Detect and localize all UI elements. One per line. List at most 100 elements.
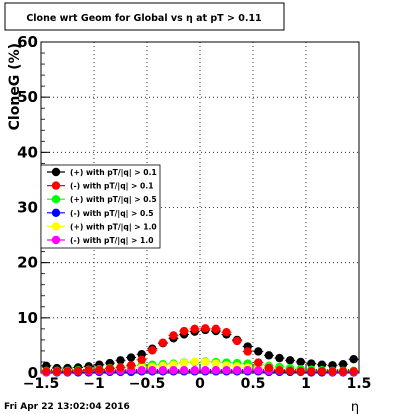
data-point	[275, 353, 284, 363]
data-point	[201, 324, 210, 333]
legend-entry: (+) with pT/|q| > 1.0	[47, 222, 157, 232]
data-point	[317, 367, 327, 376]
data-point	[105, 364, 115, 373]
data-point	[169, 366, 178, 375]
legend-entry: (+) with pT/|q| > 0.5	[47, 195, 157, 205]
data-point	[307, 359, 316, 368]
legend-entry: (-) with pT/|q| > 1.0	[47, 235, 154, 246]
data-point	[254, 366, 263, 375]
data-point	[211, 366, 221, 375]
data-point	[169, 331, 178, 340]
y-tick-label: 10	[17, 309, 38, 327]
y-axis-label: CloneG (%)	[7, 43, 23, 130]
y-tick-labels: 0 10 20 30 40 50 60	[17, 33, 38, 382]
y-tick-label: 20	[17, 254, 38, 272]
data-point	[126, 361, 136, 370]
data-point	[179, 326, 189, 336]
y-tick-label: 40	[17, 143, 38, 161]
data-point	[179, 358, 189, 368]
data-point	[201, 366, 210, 375]
data-point	[95, 365, 104, 374]
data-point	[338, 367, 348, 376]
legend: (+) with pT/|q| > 0.1 (-) with pT/|q| > 0…	[40, 164, 161, 249]
data-point	[148, 346, 157, 355]
y-tick-label: 30	[17, 199, 38, 217]
legend-entry: (+) with pT/|q| > 0.1	[47, 167, 157, 178]
data-point	[349, 367, 358, 376]
y-tick-label: 0	[28, 364, 38, 382]
data-point	[254, 358, 263, 367]
data-point	[254, 347, 263, 356]
data-point	[116, 363, 125, 372]
x-axis-label: η	[351, 400, 359, 414]
data-point	[243, 347, 252, 356]
legend-marker	[51, 195, 61, 204]
data-point	[148, 366, 157, 375]
data-point	[285, 356, 295, 365]
x-tick-label: 0	[195, 376, 205, 392]
data-point	[158, 366, 168, 375]
y-tick-label: 50	[17, 88, 38, 106]
x-tick-label: 1	[301, 376, 311, 392]
data-point	[137, 366, 146, 375]
data-point	[338, 359, 348, 369]
data-point	[232, 366, 242, 375]
x-tick-label: −1	[83, 376, 104, 392]
data-point	[42, 367, 51, 376]
legend-marker	[51, 208, 61, 217]
data-point	[264, 351, 274, 360]
legend-label: (-) with pT/|q| > 1.0	[70, 236, 154, 246]
legend-entry: (-) with pT/|q| > 0.1	[47, 181, 154, 192]
data-point	[73, 366, 83, 375]
data-point	[190, 324, 199, 334]
title-box: Clone wrt Geom for Global vs η at pT > 0…	[4, 2, 285, 31]
data-point	[296, 367, 305, 376]
legend-label: (-) with pT/|q| > 0.1	[70, 182, 154, 192]
x-tick-label: −0.5	[129, 376, 166, 392]
x-tick-label: 0.5	[241, 376, 266, 392]
data-point	[84, 366, 93, 375]
chart-title: Clone wrt Geom for Global vs η at pT > 0…	[26, 13, 261, 24]
x-tick-label: −1.5	[23, 376, 60, 392]
data-point	[126, 353, 136, 362]
x-tick-label: 1.5	[347, 376, 372, 392]
data-point	[158, 338, 168, 347]
y-tick-label: 60	[17, 33, 38, 51]
data-point	[222, 327, 231, 337]
data-point	[137, 355, 146, 364]
data-point	[307, 367, 316, 376]
legend-label: (+) with pT/|q| > 0.5	[70, 195, 157, 205]
data-point	[232, 336, 242, 346]
legend-label: (+) with pT/|q| > 1.0	[70, 222, 157, 232]
legend-label: (+) with pT/|q| > 0.1	[70, 168, 157, 178]
data-point	[296, 357, 305, 367]
data-point	[179, 366, 189, 375]
data-point	[243, 366, 252, 375]
data-point	[328, 367, 337, 376]
data-point	[264, 363, 274, 373]
data-point	[52, 367, 62, 376]
data-point	[222, 366, 231, 375]
data-point	[116, 356, 125, 365]
data-point	[201, 357, 210, 367]
legend-marker	[51, 222, 61, 231]
data-point	[63, 367, 72, 376]
series-2	[41, 324, 359, 376]
data-point	[190, 366, 199, 375]
legend-marker	[51, 181, 61, 190]
data-point	[211, 359, 221, 368]
data-point	[349, 355, 358, 364]
x-tick-labels: −1.5 −1 −0.5 0 0.5 1 1.5	[23, 376, 372, 392]
legend-marker	[51, 235, 61, 245]
axis-ticks	[40, 41, 360, 374]
series-layer	[41, 324, 359, 377]
legend-entry: (-) with pT/|q| > 0.5	[47, 208, 154, 219]
legend-marker	[51, 167, 61, 177]
data-point	[285, 366, 295, 375]
data-point	[211, 324, 221, 334]
data-point	[275, 366, 284, 375]
legend-label: (-) with pT/|q| > 0.5	[70, 209, 154, 219]
plot-area	[40, 41, 360, 377]
data-point	[190, 357, 199, 366]
